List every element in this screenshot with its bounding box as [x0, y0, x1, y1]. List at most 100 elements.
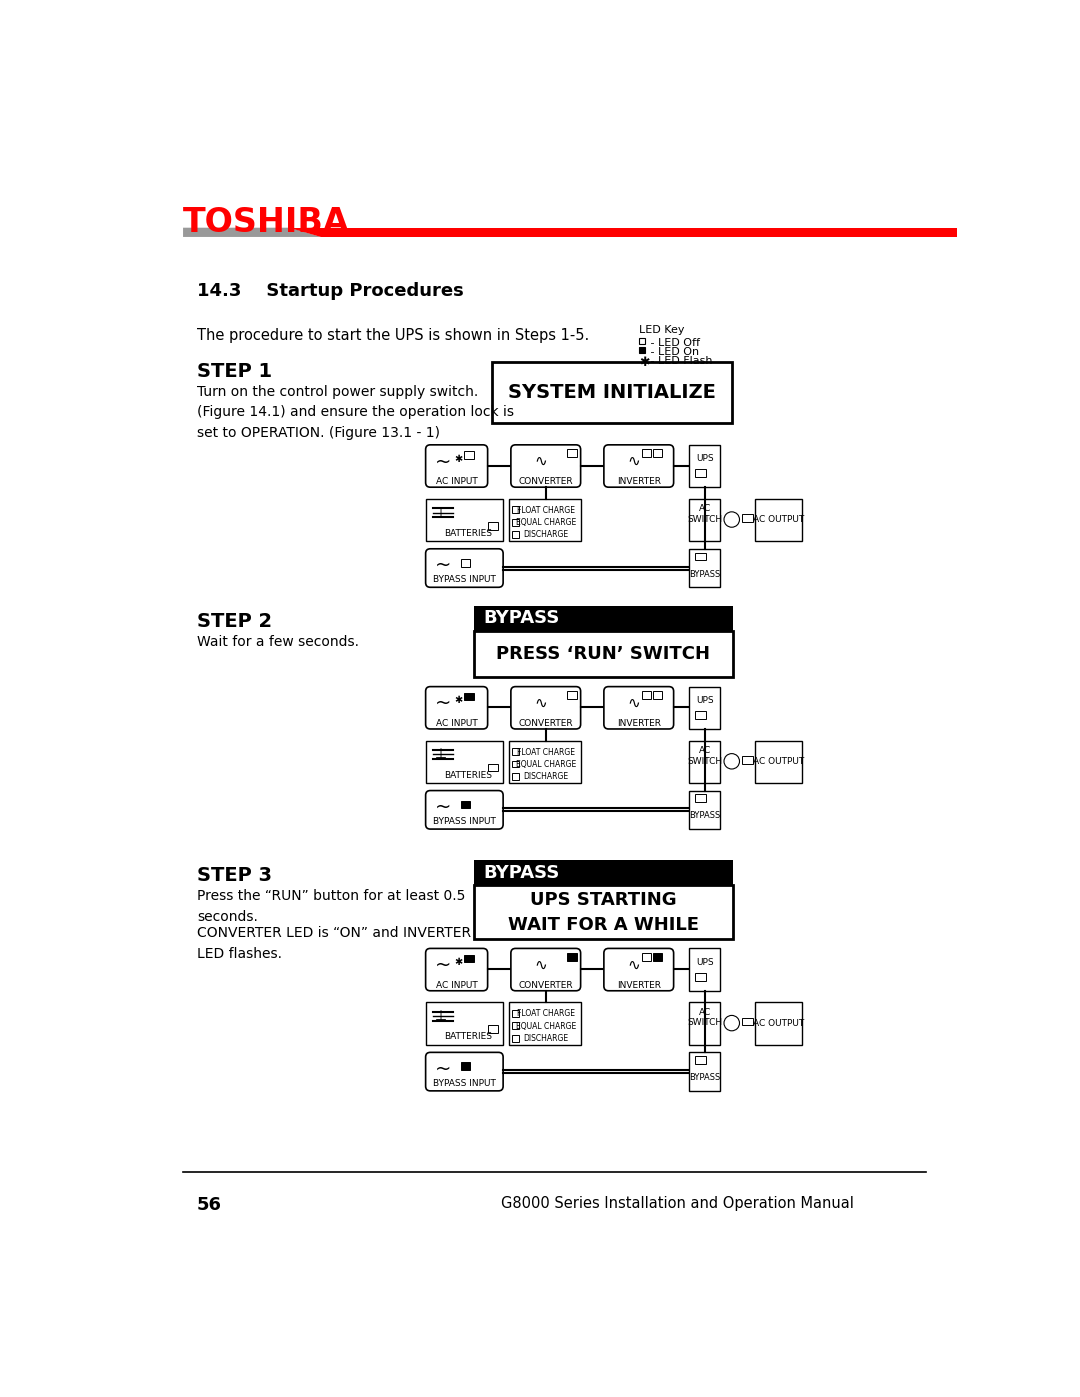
- Text: LED Key: LED Key: [638, 326, 685, 335]
- Bar: [755, 1002, 801, 1045]
- Bar: [512, 518, 519, 525]
- Bar: [696, 711, 706, 719]
- Text: BYPASS: BYPASS: [689, 1073, 720, 1083]
- Circle shape: [724, 511, 740, 527]
- Text: ∿: ∿: [534, 958, 546, 972]
- Bar: [689, 686, 720, 729]
- Text: BYPASS: BYPASS: [483, 609, 559, 627]
- Text: ∿: ∿: [627, 696, 639, 711]
- Text: ~: ~: [434, 453, 450, 471]
- Text: ⊥: ⊥: [435, 1009, 447, 1023]
- Bar: [512, 1010, 519, 1017]
- Bar: [460, 800, 470, 809]
- Text: BATTERIES: BATTERIES: [444, 529, 492, 538]
- Text: CONVERTER LED is “ON” and INVERTER
LED flashes.: CONVERTER LED is “ON” and INVERTER LED f…: [197, 926, 471, 961]
- Text: AC OUTPUT: AC OUTPUT: [753, 515, 804, 524]
- Bar: [689, 791, 720, 828]
- Text: AC
SWITCH: AC SWITCH: [687, 746, 723, 766]
- Text: Press the “RUN” button for at least 0.5
seconds.: Press the “RUN” button for at least 0.5 …: [197, 888, 465, 923]
- Bar: [426, 499, 503, 541]
- Bar: [696, 553, 706, 560]
- Text: STEP 2: STEP 2: [197, 612, 272, 631]
- FancyBboxPatch shape: [511, 949, 581, 990]
- Text: PRESS ‘RUN’ SWITCH: PRESS ‘RUN’ SWITCH: [497, 645, 711, 664]
- Text: Turn on the control power supply switch.
(Figure 14.1) and ensure the operation : Turn on the control power supply switch.…: [197, 384, 514, 440]
- Text: SYSTEM INITIALIZE: SYSTEM INITIALIZE: [508, 383, 716, 402]
- Text: STEP 1: STEP 1: [197, 362, 272, 380]
- Bar: [689, 549, 720, 587]
- Bar: [464, 693, 474, 700]
- FancyBboxPatch shape: [604, 686, 674, 729]
- Text: BATTERIES: BATTERIES: [444, 771, 492, 780]
- FancyBboxPatch shape: [604, 949, 674, 990]
- Bar: [642, 953, 651, 961]
- Text: FLOAT CHARGE: FLOAT CHARGE: [516, 747, 575, 757]
- Text: ~: ~: [434, 956, 450, 975]
- Bar: [689, 1052, 720, 1091]
- Bar: [512, 1023, 519, 1030]
- Bar: [464, 451, 474, 458]
- Text: The procedure to start the UPS is shown in Steps 1-5.: The procedure to start the UPS is shown …: [197, 328, 590, 342]
- FancyBboxPatch shape: [426, 949, 488, 990]
- FancyBboxPatch shape: [426, 444, 488, 488]
- Bar: [638, 346, 645, 353]
- Text: BYPASS INPUT: BYPASS INPUT: [433, 1078, 496, 1088]
- Text: BYPASS: BYPASS: [689, 570, 720, 578]
- Text: CONVERTER: CONVERTER: [518, 719, 573, 728]
- FancyBboxPatch shape: [426, 686, 488, 729]
- Text: UPS: UPS: [696, 958, 714, 967]
- Text: BYPASS: BYPASS: [483, 863, 559, 882]
- Bar: [642, 692, 651, 698]
- Bar: [426, 1002, 503, 1045]
- Text: - LED Off: - LED Off: [647, 338, 700, 348]
- Text: ~: ~: [434, 1060, 450, 1078]
- Bar: [474, 631, 733, 678]
- Text: ∿: ∿: [534, 696, 546, 711]
- Text: UPS: UPS: [696, 696, 714, 705]
- Text: AC INPUT: AC INPUT: [435, 719, 477, 728]
- Text: AC INPUT: AC INPUT: [435, 981, 477, 990]
- Text: BYPASS INPUT: BYPASS INPUT: [433, 817, 496, 826]
- Bar: [567, 692, 577, 698]
- Bar: [689, 444, 720, 488]
- Text: ∿: ∿: [534, 454, 546, 469]
- Bar: [512, 531, 519, 538]
- Text: ∿: ∿: [627, 958, 639, 972]
- Text: EQUAL CHARGE: EQUAL CHARGE: [515, 760, 576, 768]
- Bar: [512, 507, 519, 513]
- Bar: [512, 760, 519, 767]
- Text: DISCHARGE: DISCHARGE: [523, 773, 568, 781]
- Text: ✱: ✱: [454, 957, 462, 967]
- Bar: [696, 1056, 706, 1065]
- Bar: [689, 499, 720, 541]
- Text: INVERTER: INVERTER: [617, 478, 661, 486]
- Bar: [652, 450, 662, 457]
- Bar: [460, 1062, 470, 1070]
- Bar: [742, 756, 753, 764]
- Text: AC INPUT: AC INPUT: [435, 478, 477, 486]
- Bar: [755, 740, 801, 782]
- Bar: [689, 1002, 720, 1045]
- Bar: [464, 954, 474, 963]
- Text: ~: ~: [434, 798, 450, 817]
- Text: EQUAL CHARGE: EQUAL CHARGE: [515, 1021, 576, 1031]
- Text: AC
SWITCH: AC SWITCH: [687, 1009, 723, 1027]
- Bar: [512, 1035, 519, 1042]
- Text: ~: ~: [434, 556, 450, 576]
- Bar: [696, 974, 706, 981]
- Bar: [510, 499, 581, 541]
- Bar: [474, 886, 733, 939]
- Polygon shape: [291, 228, 957, 237]
- Text: ⊥: ⊥: [435, 506, 447, 520]
- Text: ~: ~: [434, 694, 450, 712]
- Text: ⊥: ⊥: [435, 747, 447, 761]
- Bar: [755, 499, 801, 541]
- Bar: [512, 749, 519, 756]
- Text: AC OUTPUT: AC OUTPUT: [753, 1018, 804, 1028]
- FancyBboxPatch shape: [426, 791, 503, 828]
- FancyBboxPatch shape: [426, 1052, 503, 1091]
- Bar: [474, 861, 733, 886]
- FancyBboxPatch shape: [511, 444, 581, 488]
- Bar: [742, 1018, 753, 1025]
- FancyBboxPatch shape: [511, 686, 581, 729]
